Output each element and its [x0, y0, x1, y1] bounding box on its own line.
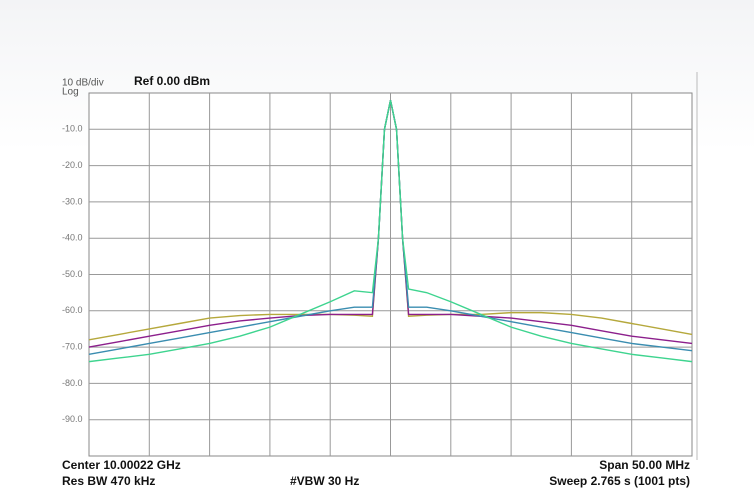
y-tick-label: -90.0 — [62, 414, 83, 424]
y-tick-label: -50.0 — [62, 269, 83, 279]
vbw-label: #VBW 30 Hz — [290, 474, 359, 488]
res-bw-label: Res BW 470 kHz — [62, 474, 155, 488]
scale-label: 10 dB/div — [62, 78, 104, 89]
y-tick-label: -30.0 — [62, 196, 83, 206]
y-tick-label: -20.0 — [62, 160, 83, 170]
trace — [88, 100, 693, 363]
center-label: Center 10.00022 GHz — [62, 458, 181, 472]
scale-type: Log — [62, 87, 79, 98]
span-label: Span 50.00 MHz — [599, 458, 690, 472]
y-tick-label: -60.0 — [62, 305, 83, 315]
ref-label: Ref 0.00 dBm — [134, 74, 210, 88]
sweep-label: Sweep 2.765 s (1001 pts) — [549, 474, 690, 488]
y-tick-label: -10.0 — [62, 124, 83, 134]
y-tick-label: -40.0 — [62, 233, 83, 243]
y-tick-label: -80.0 — [62, 378, 83, 388]
y-tick-label: -70.0 — [62, 341, 83, 351]
